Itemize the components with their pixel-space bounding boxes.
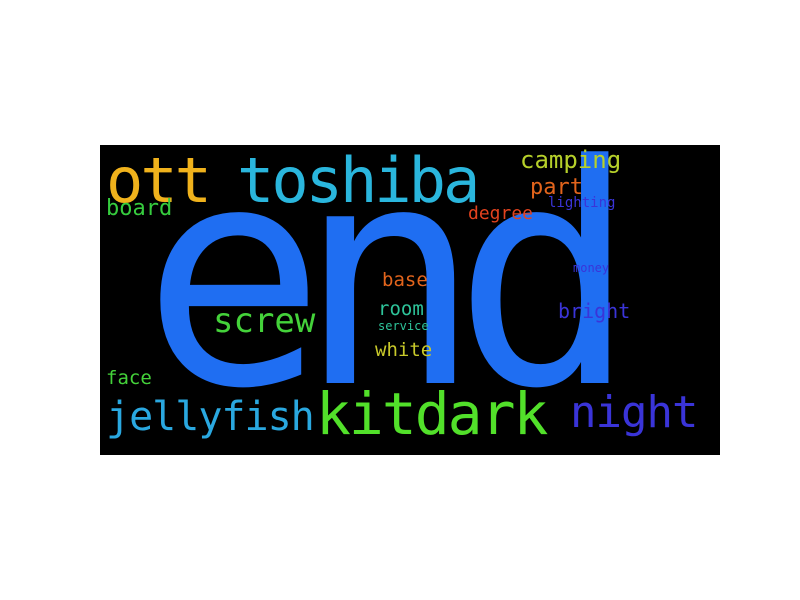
word-base: base <box>382 269 428 291</box>
word-service: service <box>378 319 429 333</box>
word-jellyfish: jellyfish <box>106 394 315 440</box>
word-night: night <box>570 387 698 438</box>
word-room: room <box>378 298 424 320</box>
word-white: white <box>375 339 433 361</box>
word-screw: screw <box>213 301 316 341</box>
word-lighting: lighting <box>548 195 616 211</box>
word-part: part <box>530 175 583 200</box>
word-kitdark: kitdark <box>316 380 548 448</box>
word-money: money <box>573 261 610 275</box>
word-ott: ott <box>106 145 212 217</box>
word-degree: degree <box>468 203 534 224</box>
word-cloud: end toshiba ott camping part board degre… <box>100 145 720 455</box>
word-toshiba: toshiba <box>237 145 480 217</box>
word-bright: bright <box>558 299 631 323</box>
word-camping: camping <box>520 146 622 174</box>
word-board: board <box>106 196 173 221</box>
word-end: end <box>142 145 637 455</box>
word-face: face <box>106 367 152 389</box>
